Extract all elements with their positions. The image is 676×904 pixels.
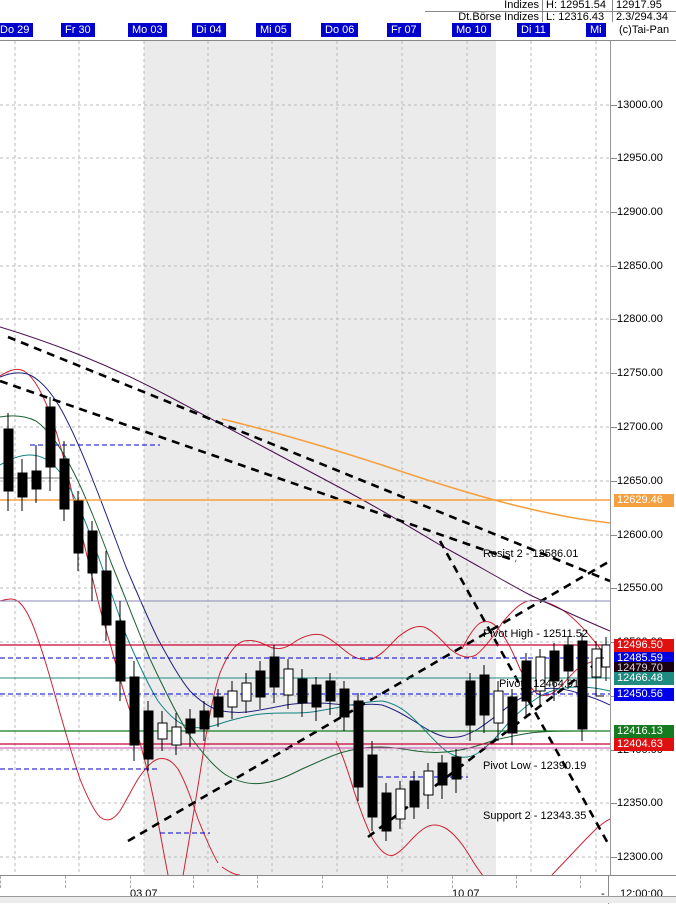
series-bollinger-lower — [0, 598, 219, 864]
price-chart-plot[interactable] — [0, 41, 610, 875]
price-tick-label: 12600.00 — [617, 529, 663, 541]
time-tick-mark — [387, 876, 388, 888]
price-tick-mark — [611, 535, 617, 536]
bid-marker[interactable]: 12485.59 — [614, 652, 674, 665]
orange-marker[interactable]: 12629.46 — [614, 494, 674, 507]
price-tick-mark — [611, 319, 617, 320]
price-tick-mark — [611, 212, 617, 213]
price-tick-label: 12750.00 — [617, 367, 663, 379]
series-bollinger-upper — [0, 368, 169, 875]
price-tick-label: 12900.00 — [617, 206, 663, 218]
price-tick-label: 12950.00 — [617, 152, 663, 164]
date-tag[interactable]: Mi — [586, 23, 606, 37]
info-last: 12917.95 — [616, 0, 662, 11]
annotation-pivot-low[interactable]: Pivot Low - 12390.19 — [483, 760, 587, 772]
price-axis[interactable]: 13000.00 12950.00 12900.00 12850.00 12800.00… — [610, 41, 676, 875]
green-marker[interactable]: 12416.13 — [614, 725, 674, 738]
date-tag[interactable]: Do 29 — [0, 23, 34, 37]
annotation-support-2[interactable]: Support 2 - 12343.35 — [483, 810, 587, 822]
series-ma-navy — [0, 372, 610, 738]
info-instrument-name: Dt.Börse Indizes — [425, 12, 543, 23]
red-marker[interactable]: 12404.63 — [614, 738, 674, 751]
date-tag[interactable]: Fr 07 — [387, 23, 421, 37]
price-tick-mark — [611, 481, 617, 482]
date-ribbon[interactable]: Do 29 Fr 30 Mo 03 Di 04 Mi 05 Do 06 Fr 07 Mo 10… — [0, 22, 676, 41]
price-tick-label: 12850.00 — [617, 260, 663, 272]
price-tick-mark — [611, 158, 617, 159]
trendline-mid-descending — [0, 379, 517, 563]
price-tick-mark — [611, 266, 617, 267]
price-tick-mark — [611, 803, 617, 804]
price-tick-mark — [611, 373, 617, 374]
info-low: L: 12316.43 — [543, 12, 613, 23]
annotation-pivot-high[interactable]: Pivot High - 12511.52 — [483, 628, 588, 640]
series-trend-orange — [221, 418, 610, 524]
trendline-ascending — [127, 559, 610, 843]
time-tick-mark — [580, 876, 581, 888]
price-tick-mark — [611, 588, 617, 589]
price-tick-label: 12350.00 — [617, 797, 663, 809]
date-tag[interactable]: Mi 05 — [256, 23, 291, 37]
price-tick-label: 12550.00 — [617, 582, 663, 594]
ask-marker[interactable]: 12496.50 — [614, 639, 674, 652]
annotation-pivot[interactable]: Pivot - 12464.01 — [499, 678, 580, 690]
price-tick-label: 12700.00 — [617, 421, 663, 433]
series-bollinger-lower-4 — [335, 740, 610, 875]
date-tag[interactable]: Di 04 — [192, 23, 226, 37]
price-tick-label: 13000.00 — [617, 99, 663, 111]
time-tick-mark — [257, 876, 258, 888]
info-high: H: 12951.54 — [543, 0, 613, 11]
price-tick-mark — [611, 105, 617, 106]
trendline-support-ascending — [367, 651, 610, 839]
series-bollinger-lower-2 — [221, 866, 241, 875]
date-tag[interactable]: Mo 10 — [452, 23, 491, 37]
blue-marker[interactable]: 12450.56 — [614, 688, 674, 701]
date-tag[interactable]: Mo 03 — [128, 23, 167, 37]
price-tick-label: 12800.00 — [617, 313, 663, 325]
time-tick-mark — [322, 876, 323, 888]
price-tick-mark — [611, 857, 617, 858]
copyright-label: (c)Tai-Pan — [619, 24, 670, 36]
chart-canvas — [0, 41, 610, 875]
time-tick-mark — [65, 876, 66, 888]
annotation-resist-2[interactable]: Resist 2 - 12586.01 — [483, 548, 579, 560]
time-tick-mark — [452, 876, 453, 888]
date-tag[interactable]: Do 06 — [321, 23, 359, 37]
time-axis-label: - — [601, 888, 605, 900]
time-tick-mark — [130, 876, 131, 888]
candlestick-series — [3, 397, 610, 841]
status-strip — [0, 896, 676, 903]
date-tag[interactable]: Di 11 — [517, 23, 550, 37]
price-tick-label: 12300.00 — [617, 851, 663, 863]
info-row: Dt.Börse Indizes L: 12316.43 2.3/294.34 — [425, 11, 676, 23]
series-bollinger-upper-2 — [182, 600, 609, 875]
series-ma-purple — [0, 326, 610, 632]
last-marker[interactable]: 12479.70 — [614, 662, 674, 675]
quote-info-table: Indizes H: 12951.54 12917.95 Dt.Börse In… — [425, 0, 676, 23]
price-tick-mark — [611, 427, 617, 428]
date-tag[interactable]: Fr 30 — [61, 23, 95, 37]
price-tick-label: 12650.00 — [617, 475, 663, 487]
info-row: Indizes H: 12951.54 12917.95 — [425, 0, 676, 11]
teal-marker[interactable]: 12466.48 — [614, 672, 674, 685]
time-tick-mark — [516, 876, 517, 888]
info-change: 2.3/294.34 — [616, 12, 668, 23]
axis-separator — [608, 876, 609, 904]
session-shading — [144, 41, 496, 875]
time-tick-mark — [0, 876, 1, 888]
info-instrument-group: Indizes — [425, 0, 543, 11]
time-tick-mark — [193, 876, 194, 888]
pivot-bracket — [595, 657, 604, 697]
trendline-upper-descending — [7, 335, 610, 583]
